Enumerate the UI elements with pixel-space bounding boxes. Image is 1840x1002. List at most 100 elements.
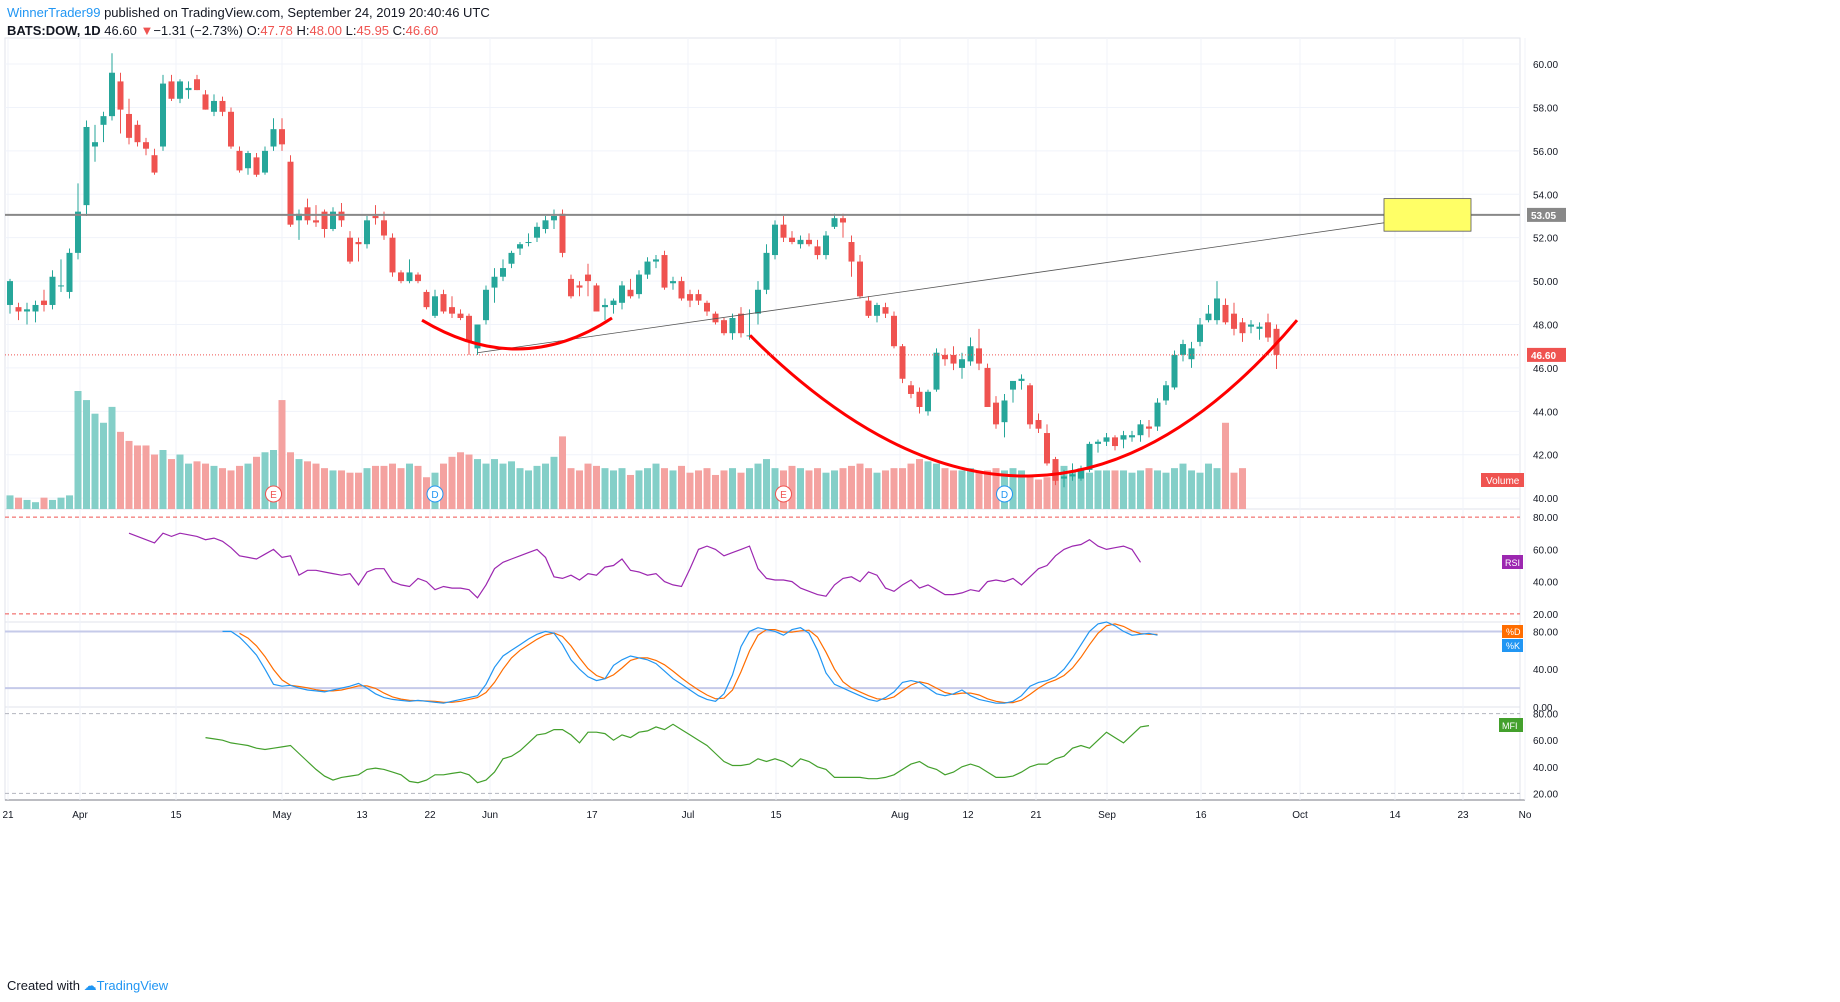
volume-bar [924,461,932,509]
volume-bar [1205,463,1212,509]
candle-body [32,304,39,312]
candle-body [602,304,608,308]
volume-bar [346,472,354,509]
x-tick-label: 15 [170,810,182,821]
candle-body [508,252,515,264]
volume-bar [737,472,745,509]
volume-bar [771,468,779,509]
open-value: 47.78 [260,23,293,38]
volume-bar [958,470,966,509]
candle-body [542,220,549,230]
candle-body [270,129,277,147]
candle-body [1188,348,1195,360]
x-tick-label: 22 [424,810,436,821]
volume-bar [967,468,974,509]
candle-body [1052,459,1059,481]
candle-body [619,285,625,303]
author-link[interactable]: WinnerTrader99 [7,5,101,20]
candle-body [882,307,889,314]
volume-bar [295,459,303,509]
volume-bar [916,459,923,509]
volume-bar [814,468,821,509]
candle-body [1163,385,1169,401]
highlight-box [1383,198,1472,232]
volume-bar [1094,470,1102,509]
volume-bar [1239,468,1246,509]
volume-bar [856,463,864,509]
candle-body [126,113,132,138]
volume-bar [635,470,643,509]
candle-body [950,354,957,364]
event-marker-label: E [270,490,277,501]
volume-bar [142,445,150,509]
x-tick-label: 13 [356,810,368,821]
candle-body [185,87,192,91]
volume-bar [1111,470,1119,509]
candle-body [1214,298,1220,321]
osc-tick-label: 40.00 [1533,763,1558,774]
candle-body [848,242,855,262]
last-price: 46.60 [104,23,137,38]
candle-body [865,300,872,316]
volume-bar [380,465,388,509]
tradingview-brand[interactable]: TradingView [96,978,169,993]
candle-body [279,129,285,145]
volume-bar [1060,465,1068,509]
candle-body [491,276,498,288]
candle-body [1197,324,1203,342]
volume-bar [559,436,566,509]
volume-bar [1128,472,1136,509]
volume-bar [278,400,286,509]
volume-bar [533,465,541,509]
candle-body [593,285,600,312]
candle-body [525,242,532,244]
volume-bar [1043,477,1051,509]
event-marker-label: D [431,490,438,501]
volume-bar [610,470,617,509]
volume-bar [372,465,379,509]
volume-bar [992,468,1000,509]
x-tick-label: May [273,810,292,821]
volume-bar [236,465,243,509]
volume-bar [117,431,124,509]
volume-bar [1222,422,1229,509]
mfi-label-bg [1499,718,1523,732]
high-value: 48.00 [309,23,343,38]
candle-body [653,259,659,262]
volume-bar [397,468,405,509]
candle-body [1171,354,1178,388]
candle-body [899,346,906,379]
volume-bar [91,413,99,509]
volume-bar [210,465,218,509]
volume-bar [100,422,107,509]
volume-bar [822,472,830,509]
candle-body [1010,380,1016,390]
candle-body [916,391,923,407]
event-marker-label: E [780,490,787,501]
volume-bar [151,454,158,509]
symbol-label[interactable]: BATS:DOW, 1D [7,23,101,38]
volume-bar [805,470,813,509]
osc-tick-label: 0.00 [1533,703,1553,714]
stoch-d-label-bg [1502,625,1523,638]
volume-bar [261,452,269,509]
volume-bar [975,472,983,509]
candle-body [1137,424,1144,436]
candle-body [780,224,787,238]
candle-body [449,307,455,314]
volume-bar [1069,470,1076,509]
candle-body [440,294,447,312]
volume-bar [83,400,90,509]
candle-body [474,324,481,349]
volume-bar [457,452,464,509]
volume-bar [839,468,847,509]
volume-bar [159,450,167,509]
osc-tick-label: 40.00 [1533,665,1558,676]
earnings-marker [265,485,282,503]
candle-body [1256,326,1263,329]
volume-bar [1179,463,1187,509]
x-tick-label: 12 [962,810,974,821]
footer: Created with ☁TradingView [7,978,168,994]
volume-bar [1120,470,1127,509]
